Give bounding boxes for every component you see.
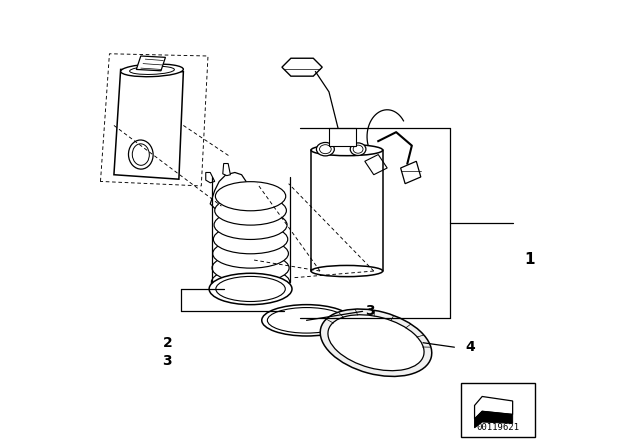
Text: 00119621: 00119621: [476, 423, 519, 432]
Ellipse shape: [311, 265, 383, 276]
Ellipse shape: [320, 309, 432, 376]
Ellipse shape: [132, 144, 149, 165]
Ellipse shape: [129, 140, 153, 169]
Polygon shape: [475, 396, 513, 419]
Ellipse shape: [216, 276, 285, 302]
Text: 3: 3: [365, 304, 374, 319]
Text: 1: 1: [524, 252, 534, 267]
Ellipse shape: [350, 143, 366, 155]
Polygon shape: [206, 172, 215, 183]
Text: 3: 3: [163, 353, 172, 368]
Ellipse shape: [213, 225, 288, 254]
Ellipse shape: [216, 182, 285, 211]
Text: 4: 4: [466, 340, 476, 354]
Polygon shape: [210, 172, 246, 208]
Polygon shape: [136, 56, 165, 71]
Polygon shape: [475, 411, 513, 428]
Polygon shape: [401, 161, 421, 184]
Ellipse shape: [215, 196, 287, 225]
Polygon shape: [223, 164, 230, 176]
Ellipse shape: [311, 144, 383, 156]
Bar: [461, 383, 535, 437]
Ellipse shape: [211, 268, 290, 297]
Polygon shape: [365, 155, 387, 175]
Ellipse shape: [212, 254, 289, 283]
Ellipse shape: [262, 305, 351, 336]
Ellipse shape: [212, 239, 289, 268]
Ellipse shape: [316, 142, 334, 156]
Text: 2: 2: [163, 336, 172, 350]
Ellipse shape: [268, 308, 346, 333]
Ellipse shape: [214, 211, 287, 240]
Polygon shape: [282, 58, 323, 76]
Ellipse shape: [328, 315, 424, 370]
Ellipse shape: [209, 273, 292, 305]
Ellipse shape: [121, 64, 183, 77]
Polygon shape: [329, 128, 356, 146]
